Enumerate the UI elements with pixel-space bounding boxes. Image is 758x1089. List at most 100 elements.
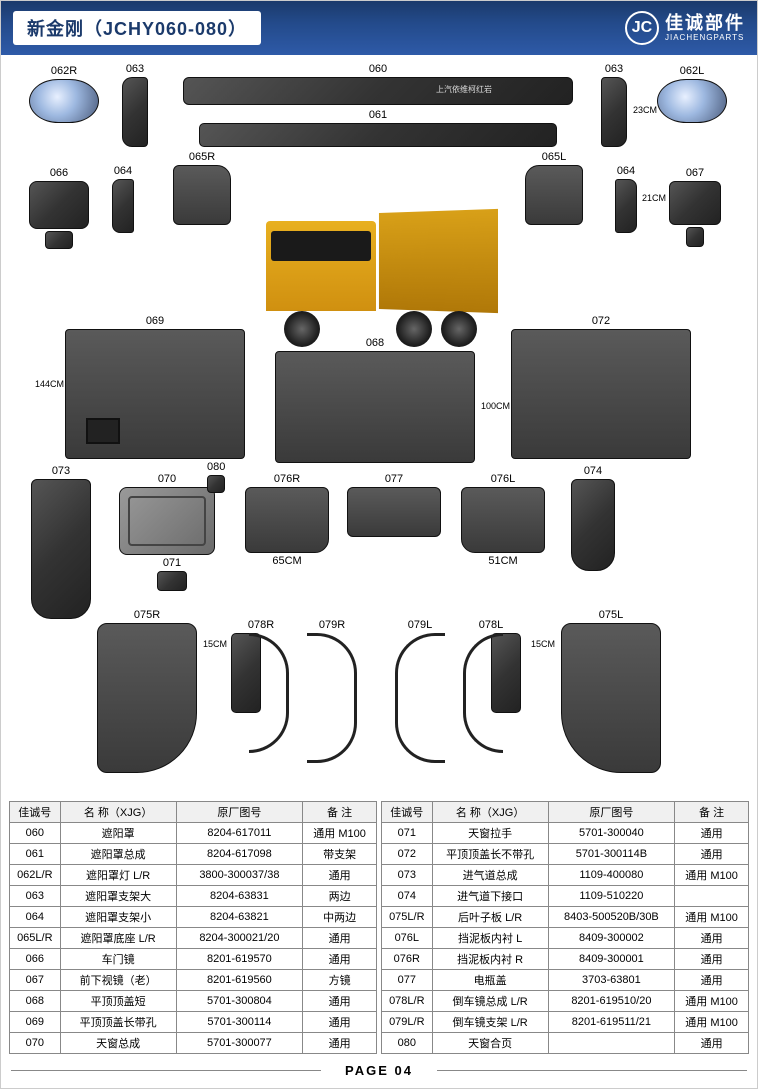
- parts-tables: 佳诚号 名 称（XJG） 原厂图号 备 注 060遮阳罩8204-617011通…: [1, 795, 757, 1058]
- part-070: 070: [119, 473, 215, 555]
- table-row: 077电瓶盖3703-63801通用: [382, 970, 749, 991]
- cell-oem: 8201-619560: [176, 970, 303, 991]
- cell-note: 方镜: [303, 970, 377, 991]
- cell-id: 078L/R: [382, 991, 433, 1012]
- cell-note: [675, 886, 749, 907]
- th-oem: 原厂图号: [548, 802, 675, 823]
- cell-name: 天窗拉手: [432, 823, 548, 844]
- part-079L: 079L: [395, 619, 445, 763]
- part-label: 065R: [189, 151, 215, 163]
- table-row: 078L/R倒车镜总成 L/R8201-619510/20通用 M100: [382, 991, 749, 1012]
- cell-note: 通用: [303, 1033, 377, 1054]
- part-label: 080: [207, 461, 225, 473]
- part-064-right: 064: [615, 165, 637, 233]
- part-label: 076R: [274, 473, 300, 485]
- cell-id: 072: [382, 844, 433, 865]
- cell-name: 进气道下接口: [432, 886, 548, 907]
- part-label: 079L: [408, 619, 432, 631]
- cell-name: 天窗总成: [60, 1033, 176, 1054]
- part-label: 079R: [319, 619, 345, 631]
- part-075R: 075R: [97, 609, 197, 773]
- cell-oem: 5701-300040: [548, 823, 675, 844]
- dimension: 65CM: [272, 555, 301, 567]
- part-label: 064: [114, 165, 132, 177]
- cell-oem: 5701-300114: [176, 1012, 303, 1033]
- cell-name: 平顶顶盖长带孔: [60, 1012, 176, 1033]
- page-footer: PAGE 04: [1, 1058, 757, 1088]
- part-label: 076L: [491, 473, 515, 485]
- cell-id: 067: [10, 970, 61, 991]
- cell-id: 076L: [382, 928, 433, 949]
- part-label: 075R: [134, 609, 160, 621]
- part-label: 063: [126, 63, 144, 75]
- cell-id: 065L/R: [10, 928, 61, 949]
- part-060: 060 上汽依维柯红岩: [183, 63, 573, 105]
- table-row: 066车门镜8201-619570通用: [10, 949, 377, 970]
- part-label: 069: [146, 315, 164, 327]
- part-label: 070: [158, 473, 176, 485]
- cell-name: 遮阳罩底座 L/R: [60, 928, 176, 949]
- table-row: 062L/R遮阳罩灯 L/R3800-300037/38通用: [10, 865, 377, 886]
- logo-cn: 佳诚部件: [665, 14, 745, 34]
- part-label: 066: [50, 167, 68, 179]
- part-061: 061: [199, 109, 557, 147]
- cell-id: 069: [10, 1012, 61, 1033]
- part-label: 061: [369, 109, 387, 121]
- cell-oem: 8204-63831: [176, 886, 303, 907]
- part-076R: 076R 65CM: [245, 473, 329, 567]
- cell-oem: 8409-300001: [548, 949, 675, 970]
- brand-logo: JC 佳诚部件 JIACHENGPARTS: [625, 11, 745, 45]
- table-row: 067前下视镜（老）8201-619560方镜: [10, 970, 377, 991]
- table-row: 076R挡泥板内衬 R8409-300001通用: [382, 949, 749, 970]
- part-label: 068: [366, 337, 384, 349]
- table-row: 070天窗总成5701-300077通用: [10, 1033, 377, 1054]
- cell-name: 车门镜: [60, 949, 176, 970]
- table-row: 076L挡泥板内衬 L8409-300002通用: [382, 928, 749, 949]
- cell-id: 071: [382, 823, 433, 844]
- dimension: 144CM: [35, 379, 64, 389]
- cell-note: 通用 M100: [675, 907, 749, 928]
- cell-name: 前下视镜（老）: [60, 970, 176, 991]
- cell-oem: 8403-500520B/30B: [548, 907, 675, 928]
- th-id: 佳诚号: [10, 802, 61, 823]
- cell-oem: [548, 1033, 675, 1054]
- th-id: 佳诚号: [382, 802, 433, 823]
- cell-note: 通用 M100: [675, 1012, 749, 1033]
- table-row: 060遮阳罩8204-617011通用 M100: [10, 823, 377, 844]
- part-079R: 079R: [307, 619, 357, 763]
- table-row: 079L/R倒车镜支架 L/R8201-619511/21通用 M100: [382, 1012, 749, 1033]
- cell-id: 066: [10, 949, 61, 970]
- part-062L: 062L: [657, 65, 727, 123]
- cell-oem: 8204-617098: [176, 844, 303, 865]
- cell-note: 通用 M100: [675, 865, 749, 886]
- cell-id: 061: [10, 844, 61, 865]
- table-row: 074进气道下接口1109-510220: [382, 886, 749, 907]
- cell-note: 通用: [675, 949, 749, 970]
- cell-id: 073: [382, 865, 433, 886]
- cell-oem: 1109-400080: [548, 865, 675, 886]
- cell-note: 通用: [303, 865, 377, 886]
- cell-id: 077: [382, 970, 433, 991]
- cell-oem: 3703-63801: [548, 970, 675, 991]
- page-title: 新金刚（JCHY060-080）: [13, 11, 261, 45]
- cell-oem: 8204-617011: [176, 823, 303, 844]
- cell-id: 079L/R: [382, 1012, 433, 1033]
- th-name: 名 称（XJG）: [432, 802, 548, 823]
- part-label: 062L: [680, 65, 704, 77]
- part-063-left: 063: [122, 63, 148, 147]
- part-label: 065L: [542, 151, 566, 163]
- cell-name: 遮阳罩: [60, 823, 176, 844]
- cell-note: 通用: [675, 928, 749, 949]
- part-077: 077: [347, 473, 441, 537]
- part-label: 067: [686, 167, 704, 179]
- dimension: 21CM: [642, 193, 666, 203]
- th-name: 名 称（XJG）: [60, 802, 176, 823]
- part-label: 062R: [51, 65, 77, 77]
- part-label: 075L: [599, 609, 623, 621]
- truck-badge: 上汽依维柯红岩: [436, 84, 492, 95]
- table-row: 072平顶顶盖长不带孔5701-300114B通用: [382, 844, 749, 865]
- part-073: 073: [31, 465, 91, 619]
- part-label: 063: [605, 63, 623, 75]
- cell-name: 遮阳罩灯 L/R: [60, 865, 176, 886]
- part-label: 077: [385, 473, 403, 485]
